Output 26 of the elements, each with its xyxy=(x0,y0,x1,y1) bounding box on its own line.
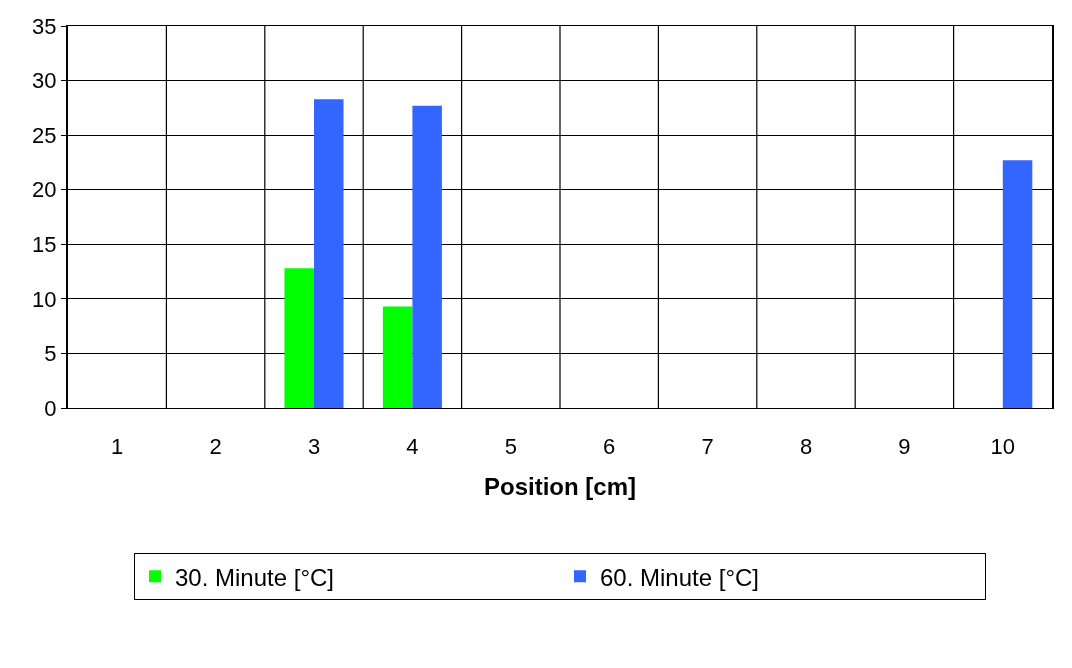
bar xyxy=(382,306,413,408)
legend-label: 30. Minute [°C] xyxy=(175,563,334,591)
x-tick-label: 5 xyxy=(504,433,517,459)
bar xyxy=(314,99,344,408)
x-axis-title: Position [cm] xyxy=(483,472,637,500)
x-tick-label: 3 xyxy=(307,433,321,459)
y-tick-label: 10 xyxy=(32,286,57,312)
x-tick-label: 10 xyxy=(990,433,1016,459)
x-tick-label: 8 xyxy=(799,433,813,459)
y-tick-label: 15 xyxy=(32,231,57,257)
bar xyxy=(1002,160,1033,408)
bar xyxy=(284,268,314,408)
x-tick-label: 1 xyxy=(111,433,124,459)
x-tick-label: 2 xyxy=(209,433,222,459)
y-tick-label: 30 xyxy=(32,68,57,94)
x-tick-label: 7 xyxy=(701,433,714,459)
x-tick-label: 6 xyxy=(603,433,616,459)
y-tick-label: 35 xyxy=(32,13,57,39)
y-tick-label: 20 xyxy=(32,177,57,203)
y-tick-label: 0 xyxy=(44,395,57,421)
y-tick-label: 25 xyxy=(32,122,57,148)
x-tick-label: 9 xyxy=(898,433,911,459)
x-tick-label: 4 xyxy=(406,433,419,459)
legend-label: 60. Minute [°C] xyxy=(600,563,759,591)
bar xyxy=(412,105,442,408)
y-tick-label: 5 xyxy=(44,341,57,367)
